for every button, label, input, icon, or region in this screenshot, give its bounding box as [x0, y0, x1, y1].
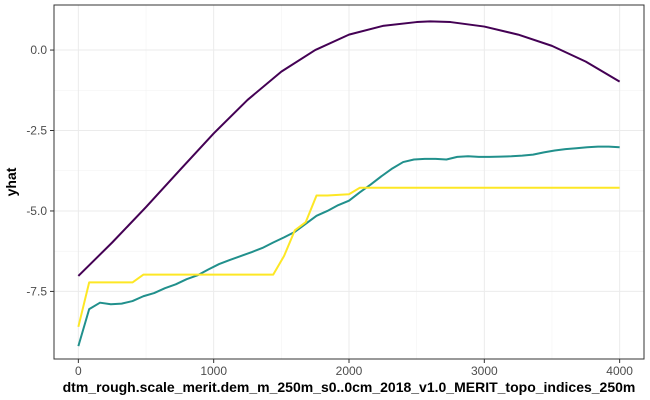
series-layer — [77, 20, 621, 347]
x-axis-title: dtm_rough.scale_merit.dem_m_250m_s0..0cm… — [63, 379, 636, 395]
x-tick-label: 3000 — [471, 364, 498, 378]
series-line-2 — [77, 145, 620, 347]
x-tick-label: 0 — [75, 364, 82, 378]
x-tick-label: 1000 — [200, 364, 227, 378]
y-tick-label: -2.5 — [26, 124, 47, 138]
y-axis-title: yhat — [3, 167, 19, 196]
y-tick-label: -7.5 — [26, 284, 47, 298]
series-line-3 — [77, 186, 620, 328]
x-axis: 0 1000 2000 3000 4000 — [75, 359, 633, 378]
y-axis: 0.0 -2.5 -5.0 -7.5 — [26, 43, 54, 298]
y-tick-label: 0.0 — [30, 43, 47, 57]
x-tick-label: 4000 — [606, 364, 633, 378]
y-tick-label: -5.0 — [26, 204, 47, 218]
grid-major — [54, 5, 644, 359]
x-tick-label: 2000 — [336, 364, 363, 378]
series-line-1 — [77, 20, 621, 277]
